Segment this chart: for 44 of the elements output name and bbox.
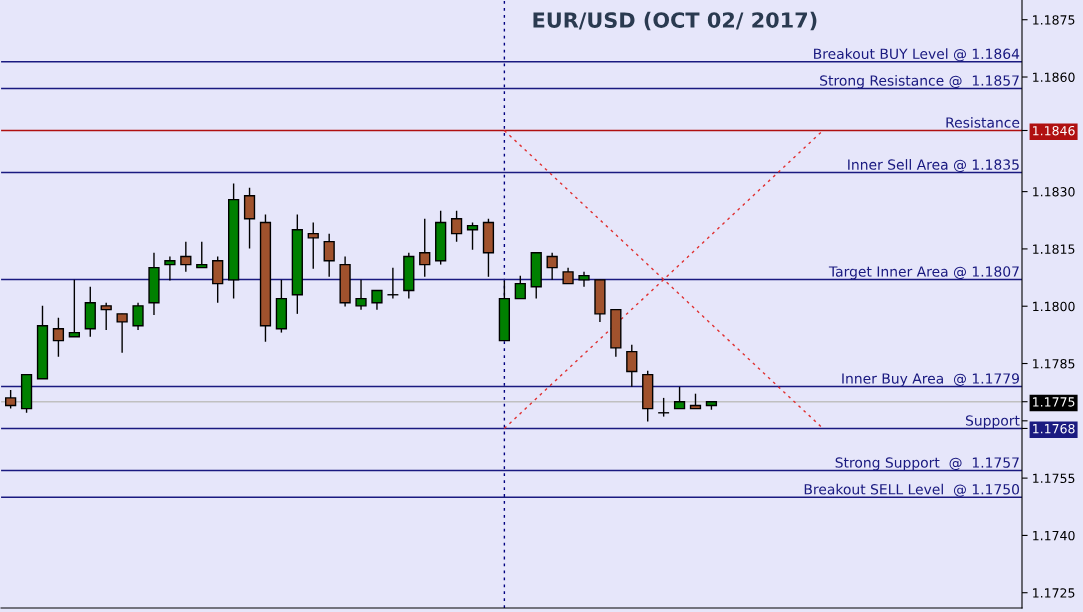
y-tick-label: 1.1775: [1033, 397, 1075, 407]
candlestick: [323, 232, 335, 278]
candlestick: [68, 279, 80, 338]
candlestick: [546, 252, 558, 281]
candlestick: [307, 221, 319, 270]
candlestick: [355, 279, 367, 311]
chart-title: EUR/USD (OCT 02/ 2017): [533, 11, 817, 31]
candlestick: [164, 255, 176, 282]
ref-line-label: Breakout SELL Level @ 1.1750: [804, 483, 1020, 497]
candlestick: [196, 240, 208, 269]
candlestick: [5, 389, 17, 410]
candlestick: [132, 302, 144, 331]
y-tick-label: 1.1815: [1033, 244, 1075, 254]
candlestick: [450, 210, 463, 243]
y-tick-label: 1.1846: [1033, 125, 1075, 136]
y-tick-label: 1.1830: [1033, 187, 1075, 197]
ref-line-label: Inner Sell Area @ 1.1835: [848, 159, 1019, 173]
candlestick: [243, 187, 256, 250]
candlestick: [212, 255, 224, 304]
candlestick: [419, 218, 431, 278]
y-tick-label: 1.1740: [1033, 530, 1075, 541]
candlestick: [466, 221, 479, 251]
y-tick-label: 1.1755: [1033, 473, 1075, 484]
ref-line-label: Strong Resistance @ 1.1857: [820, 75, 1019, 89]
ref-line-label: Inner Buy Area @ 1.1779: [842, 373, 1019, 387]
candlestick: [52, 316, 65, 358]
candlestick: [180, 240, 192, 273]
candlestick: [116, 313, 128, 354]
y-tick-label: 1.1875: [1033, 15, 1075, 25]
candlestick: [626, 344, 638, 388]
y-tick-label: 1.1768: [1033, 423, 1075, 434]
y-tick-label: 1.1800: [1033, 301, 1075, 312]
ref-line-label: Resistance: [946, 117, 1020, 128]
candlestick: [514, 274, 526, 300]
candlestick: [371, 289, 383, 311]
candlestick: [673, 386, 686, 410]
ref-line-label: Target Inner Area @ 1.1807: [828, 266, 1019, 280]
ref-line-label: Strong Support @ 1.1757: [835, 457, 1019, 471]
ref-line-label: Breakout BUY Level @ 1.1864: [814, 48, 1020, 62]
y-tick-label: 1.1860: [1033, 72, 1075, 82]
candlestick: [100, 302, 112, 331]
ref-line-label: Support: [965, 415, 1020, 429]
y-tick-label: 1.1785: [1033, 358, 1075, 369]
y-tick-label: 1.1725: [1033, 588, 1075, 598]
